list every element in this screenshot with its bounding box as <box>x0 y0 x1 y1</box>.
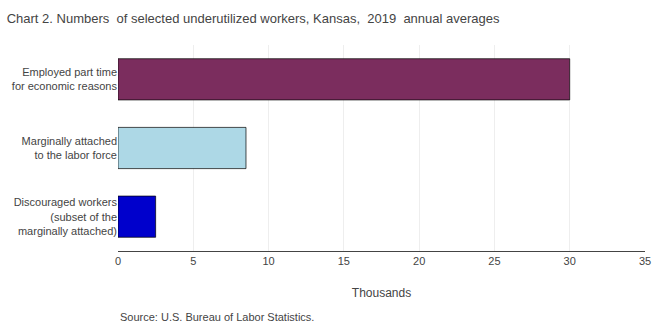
svg-text:30: 30 <box>564 255 576 267</box>
svg-text:Discouraged workers(subset of: Discouraged workers(subset of themargina… <box>14 196 118 237</box>
svg-text:Employed part timefor economic: Employed part timefor economic reasons <box>12 66 118 92</box>
svg-text:15: 15 <box>338 255 350 267</box>
svg-text:Chart 2. Numbers of selected: Chart 2. Numbers of selected underutiliz… <box>7 11 500 26</box>
svg-text:5: 5 <box>190 255 196 267</box>
svg-text:Source: U.S. Bureau of Labor S: Source: U.S. Bureau of Labor Statistics. <box>120 311 314 323</box>
svg-text:20: 20 <box>413 255 425 267</box>
svg-text:Marginally attachedto the labo: Marginally attachedto the labor force <box>22 135 117 161</box>
svg-text:0: 0 <box>115 255 121 267</box>
svg-text:35: 35 <box>639 255 651 267</box>
svg-text:Thousands: Thousands <box>352 286 411 300</box>
svg-text:10: 10 <box>262 255 274 267</box>
svg-text:25: 25 <box>488 255 500 267</box>
